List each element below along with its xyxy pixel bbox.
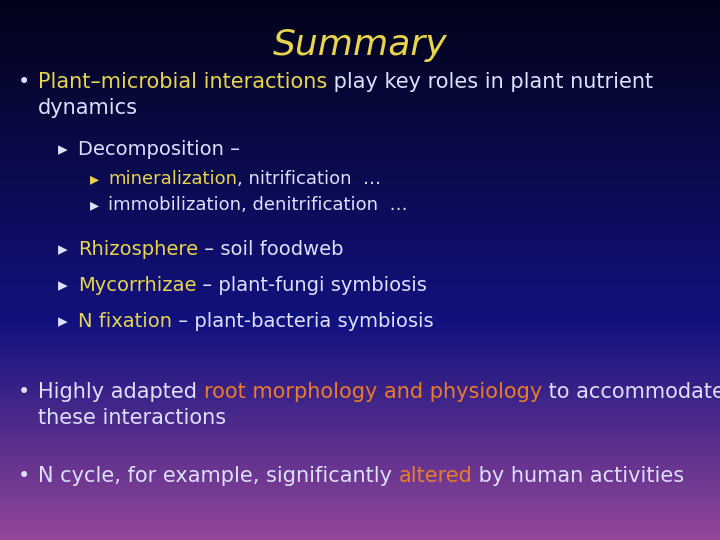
Text: – plant-bacteria symbiosis: – plant-bacteria symbiosis — [172, 312, 433, 331]
Text: immobilization, denitrification  …: immobilization, denitrification … — [108, 196, 408, 214]
Text: ▸: ▸ — [58, 140, 68, 159]
Text: •: • — [18, 72, 30, 92]
Text: ▸: ▸ — [58, 240, 68, 259]
Text: ▸: ▸ — [90, 170, 99, 188]
Text: dynamics: dynamics — [38, 98, 138, 118]
Text: N fixation: N fixation — [78, 312, 172, 331]
Text: ▸: ▸ — [58, 276, 68, 295]
Text: – plant-fungi symbiosis: – plant-fungi symbiosis — [197, 276, 428, 295]
Text: by human activities: by human activities — [472, 466, 685, 486]
Text: ▸: ▸ — [58, 312, 68, 331]
Text: these interactions: these interactions — [38, 408, 226, 428]
Text: to accommodate: to accommodate — [542, 382, 720, 402]
Text: Decomposition –: Decomposition – — [78, 140, 240, 159]
Text: – soil foodweb: – soil foodweb — [198, 240, 343, 259]
Text: •: • — [18, 466, 30, 486]
Text: Mycorrhizae: Mycorrhizae — [78, 276, 197, 295]
Text: , nitrification  …: , nitrification … — [237, 170, 381, 188]
Text: •: • — [18, 382, 30, 402]
Text: Highly adapted: Highly adapted — [38, 382, 204, 402]
Text: mineralization: mineralization — [108, 170, 237, 188]
Text: Plant–microbial interactions: Plant–microbial interactions — [38, 72, 328, 92]
Text: ▸: ▸ — [90, 196, 99, 214]
Text: root morphology and physiology: root morphology and physiology — [204, 382, 542, 402]
Text: Summary: Summary — [273, 28, 447, 62]
Text: play key roles in plant nutrient: play key roles in plant nutrient — [328, 72, 653, 92]
Text: Rhizosphere: Rhizosphere — [78, 240, 198, 259]
Text: altered: altered — [399, 466, 472, 486]
Text: N cycle, for example, significantly: N cycle, for example, significantly — [38, 466, 399, 486]
